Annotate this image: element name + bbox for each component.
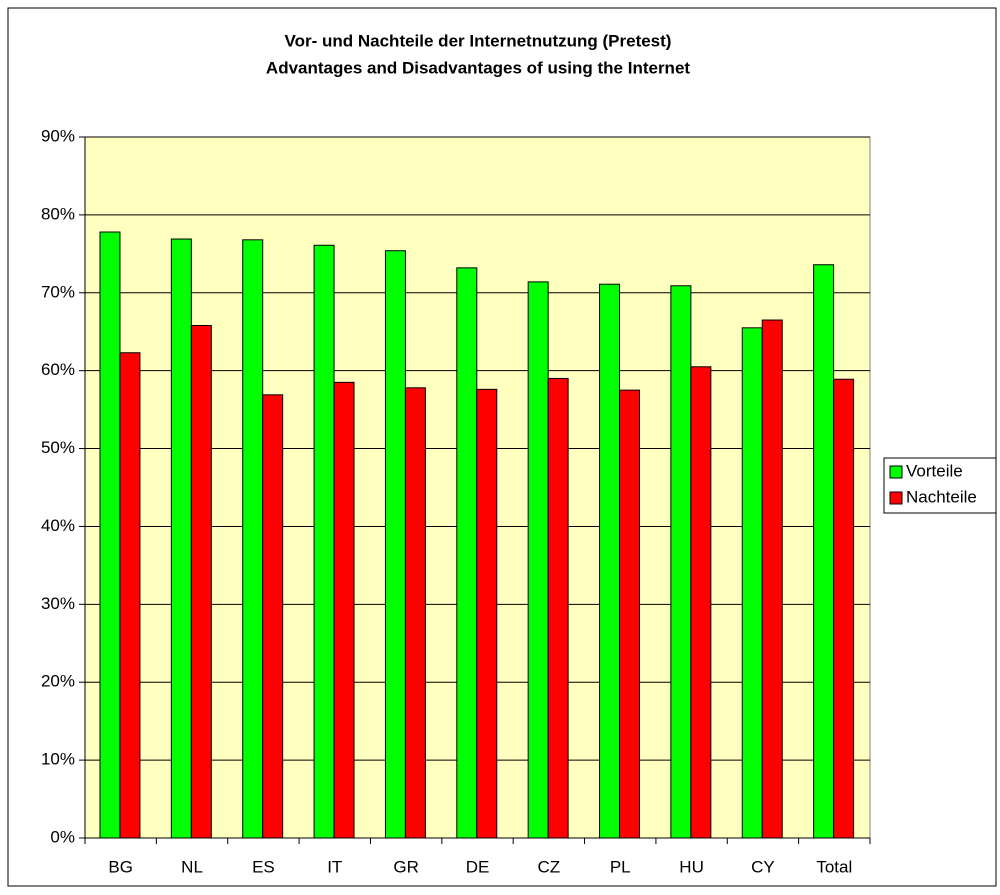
- x-tick-label: ES: [252, 857, 275, 876]
- y-tick-label: 50%: [41, 438, 75, 457]
- bar: [813, 264, 835, 839]
- bar: [456, 267, 478, 839]
- x-tick-label: DE: [466, 857, 490, 876]
- legend-label: Vorteile: [906, 461, 963, 480]
- bar: [670, 285, 692, 839]
- bar: [761, 319, 783, 839]
- x-tick-label: PL: [610, 857, 631, 876]
- y-tick-label: 70%: [41, 282, 75, 301]
- x-tick-label: NL: [181, 857, 203, 876]
- bar: [741, 327, 763, 839]
- y-tick-label: 80%: [41, 204, 75, 223]
- y-tick-label: 10%: [41, 750, 75, 769]
- bar: [404, 387, 426, 839]
- y-tick-label: 90%: [41, 126, 75, 145]
- x-tick-label: GR: [393, 857, 419, 876]
- bar: [190, 324, 212, 839]
- bar: [99, 231, 121, 839]
- x-tick-label: CZ: [538, 857, 561, 876]
- chart-title: Vor- und Nachteile der Internetnutzung (…: [285, 31, 672, 50]
- bar: [527, 281, 549, 839]
- y-tick-label: 0%: [50, 827, 75, 846]
- bar: [119, 352, 141, 839]
- bar: [384, 250, 406, 839]
- y-tick-label: 60%: [41, 360, 75, 379]
- x-tick-label: CY: [751, 857, 775, 876]
- x-tick-label: BG: [108, 857, 133, 876]
- legend-swatch: [889, 465, 903, 479]
- bar: [619, 389, 640, 839]
- chart-subtitle: Advantages and Disadvantages of using th…: [266, 58, 690, 77]
- legend-box: [883, 457, 997, 514]
- x-tick-label: IT: [327, 857, 342, 876]
- legend-label: Nachteile: [906, 487, 977, 506]
- bar: [690, 366, 712, 839]
- x-tick-label: HU: [679, 857, 704, 876]
- bar: [476, 388, 498, 839]
- y-tick-label: 20%: [41, 672, 75, 691]
- bar: [313, 244, 335, 839]
- bar: [262, 394, 284, 839]
- bar: [547, 377, 569, 839]
- bar: [599, 283, 621, 839]
- legend-swatch: [889, 491, 903, 505]
- bar: [333, 381, 355, 839]
- y-tick-label: 30%: [41, 594, 75, 613]
- y-tick-label: 40%: [41, 516, 75, 535]
- bar: [170, 238, 192, 839]
- x-tick-label: Total: [816, 857, 852, 876]
- bar: [242, 239, 264, 839]
- bar: [833, 378, 855, 839]
